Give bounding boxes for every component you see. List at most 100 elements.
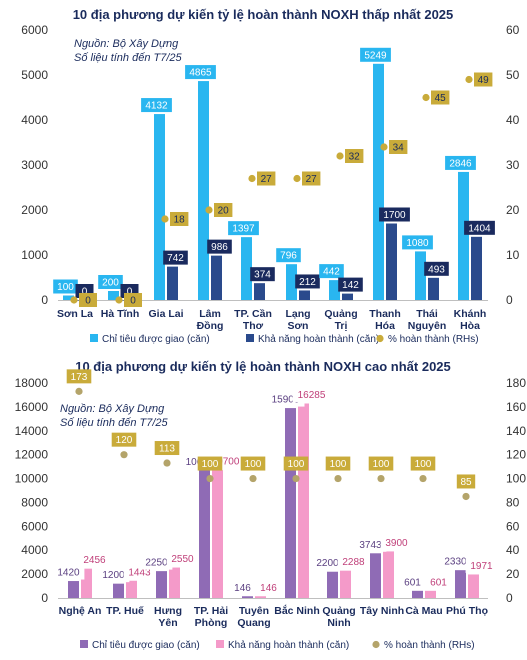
legend-label: Khả năng hoàn thành (căn) xyxy=(258,334,379,345)
data-label-capacity: 1443 xyxy=(128,567,151,578)
data-label-target-box xyxy=(141,98,172,113)
y-tick-left: 5000 xyxy=(21,68,48,82)
legend-swatch xyxy=(216,640,224,648)
pct-point xyxy=(377,474,385,483)
bar-target xyxy=(113,583,124,598)
bar-capacity xyxy=(211,255,222,300)
bar-capacity xyxy=(386,223,397,300)
bar-capacity xyxy=(471,236,482,300)
y-tick-right: 60 xyxy=(506,519,520,533)
pct-point xyxy=(163,459,171,467)
data-label-target: 200 xyxy=(102,278,119,289)
data-label-target: 2846 xyxy=(449,158,472,169)
bar-capacity xyxy=(298,403,309,598)
legend-label: Chỉ tiêu được giao (căn) xyxy=(92,639,200,651)
pct-point xyxy=(293,174,301,183)
y-tick-left: 0 xyxy=(41,293,48,307)
y-tick-right: 60 xyxy=(506,23,520,37)
category-label: Thái xyxy=(416,308,438,320)
y-tick-right: 80 xyxy=(506,495,520,509)
source-note: Nguồn: Bộ Xây Dựng xyxy=(74,38,179,50)
y-tick-right: 50 xyxy=(506,68,520,82)
data-label-capacity-box xyxy=(166,551,199,567)
pct-point xyxy=(206,474,214,483)
bar-capacity xyxy=(299,290,310,300)
category-label: Nghệ An xyxy=(59,605,102,617)
category-label: Lạng xyxy=(285,308,310,320)
y-tick-right: 20 xyxy=(506,567,520,581)
data-label-target: 2200 xyxy=(316,558,339,569)
y-tick-right: 40 xyxy=(506,543,520,557)
pct-label: 100 xyxy=(415,459,432,470)
bar-capacity xyxy=(255,596,266,598)
bar-target xyxy=(199,470,210,598)
y-tick-left: 0 xyxy=(41,591,48,605)
bar-target xyxy=(455,570,466,598)
category-label: Lâm xyxy=(199,308,221,320)
category-label: Hòa xyxy=(460,320,480,332)
bar-target xyxy=(373,63,384,300)
pct-point xyxy=(205,206,213,214)
pct-point xyxy=(70,296,78,304)
y-tick-left: 6000 xyxy=(21,519,48,533)
category-label: Nguyên xyxy=(408,320,447,332)
pct-point xyxy=(161,215,169,223)
pct-label: 113 xyxy=(159,444,175,455)
data-label-target: 1420 xyxy=(57,568,80,579)
legend-marker-pct xyxy=(372,640,380,649)
pct-label: 100 xyxy=(245,459,262,470)
data-label-capacity: 142 xyxy=(342,280,359,291)
legend-swatch xyxy=(80,640,88,648)
pct-point xyxy=(249,474,257,483)
bar-target xyxy=(241,237,252,300)
data-label-target-box xyxy=(229,579,256,595)
category-label: Tuyên xyxy=(239,605,269,617)
data-label-target-box xyxy=(399,574,426,590)
bar-capacity xyxy=(81,568,92,598)
y-tick-left: 8000 xyxy=(21,495,48,509)
category-label: Tây Ninh xyxy=(360,605,404,617)
data-label-target-box xyxy=(360,47,391,62)
data-label-target: 4132 xyxy=(145,101,168,112)
legend-label: % hoàn thành (RHs) xyxy=(384,640,475,651)
pct-point xyxy=(419,474,427,483)
bar-capacity xyxy=(425,590,436,598)
data-label-capacity: 3900 xyxy=(385,538,408,549)
category-label: Phú Thọ xyxy=(446,605,488,617)
bar-capacity xyxy=(212,470,223,598)
category-label: Đồng xyxy=(197,320,224,332)
data-label-target: 2330 xyxy=(444,557,467,568)
bar-target xyxy=(415,251,426,300)
data-label-target-box xyxy=(319,264,344,279)
data-label-capacity: 742 xyxy=(167,253,184,264)
pct-label: 49 xyxy=(478,75,490,86)
data-label-target: 3743 xyxy=(359,540,382,551)
pct-label-box xyxy=(197,456,223,471)
y-tick-right: 10 xyxy=(506,248,520,262)
pct-label-box xyxy=(368,456,394,471)
pct-point xyxy=(465,75,473,84)
bar-target xyxy=(156,571,167,598)
pct-label-box xyxy=(214,203,233,217)
category-label: Yên xyxy=(158,617,177,629)
bar-target xyxy=(108,291,119,300)
y-tick-left: 4000 xyxy=(21,113,48,127)
y-tick-left: 6000 xyxy=(21,23,48,37)
bar-capacity xyxy=(383,551,394,598)
legend-swatch xyxy=(246,334,254,342)
category-label: Sơn xyxy=(288,320,309,332)
data-label-target-box xyxy=(276,248,301,263)
category-label: Trị xyxy=(335,320,348,332)
pct-label-box xyxy=(240,456,266,471)
pct-point xyxy=(334,474,342,483)
y-tick-left: 16000 xyxy=(15,400,49,414)
data-label-capacity-box xyxy=(292,386,331,402)
data-label-target: 796 xyxy=(280,251,297,262)
category-label: TP. Huế xyxy=(106,605,144,617)
pct-label-box xyxy=(154,441,180,456)
pct-point xyxy=(380,143,388,151)
pct-label-box xyxy=(66,369,92,384)
y-tick-left: 2000 xyxy=(21,567,48,581)
bar-target xyxy=(370,553,381,598)
data-label-target-box xyxy=(185,65,216,80)
